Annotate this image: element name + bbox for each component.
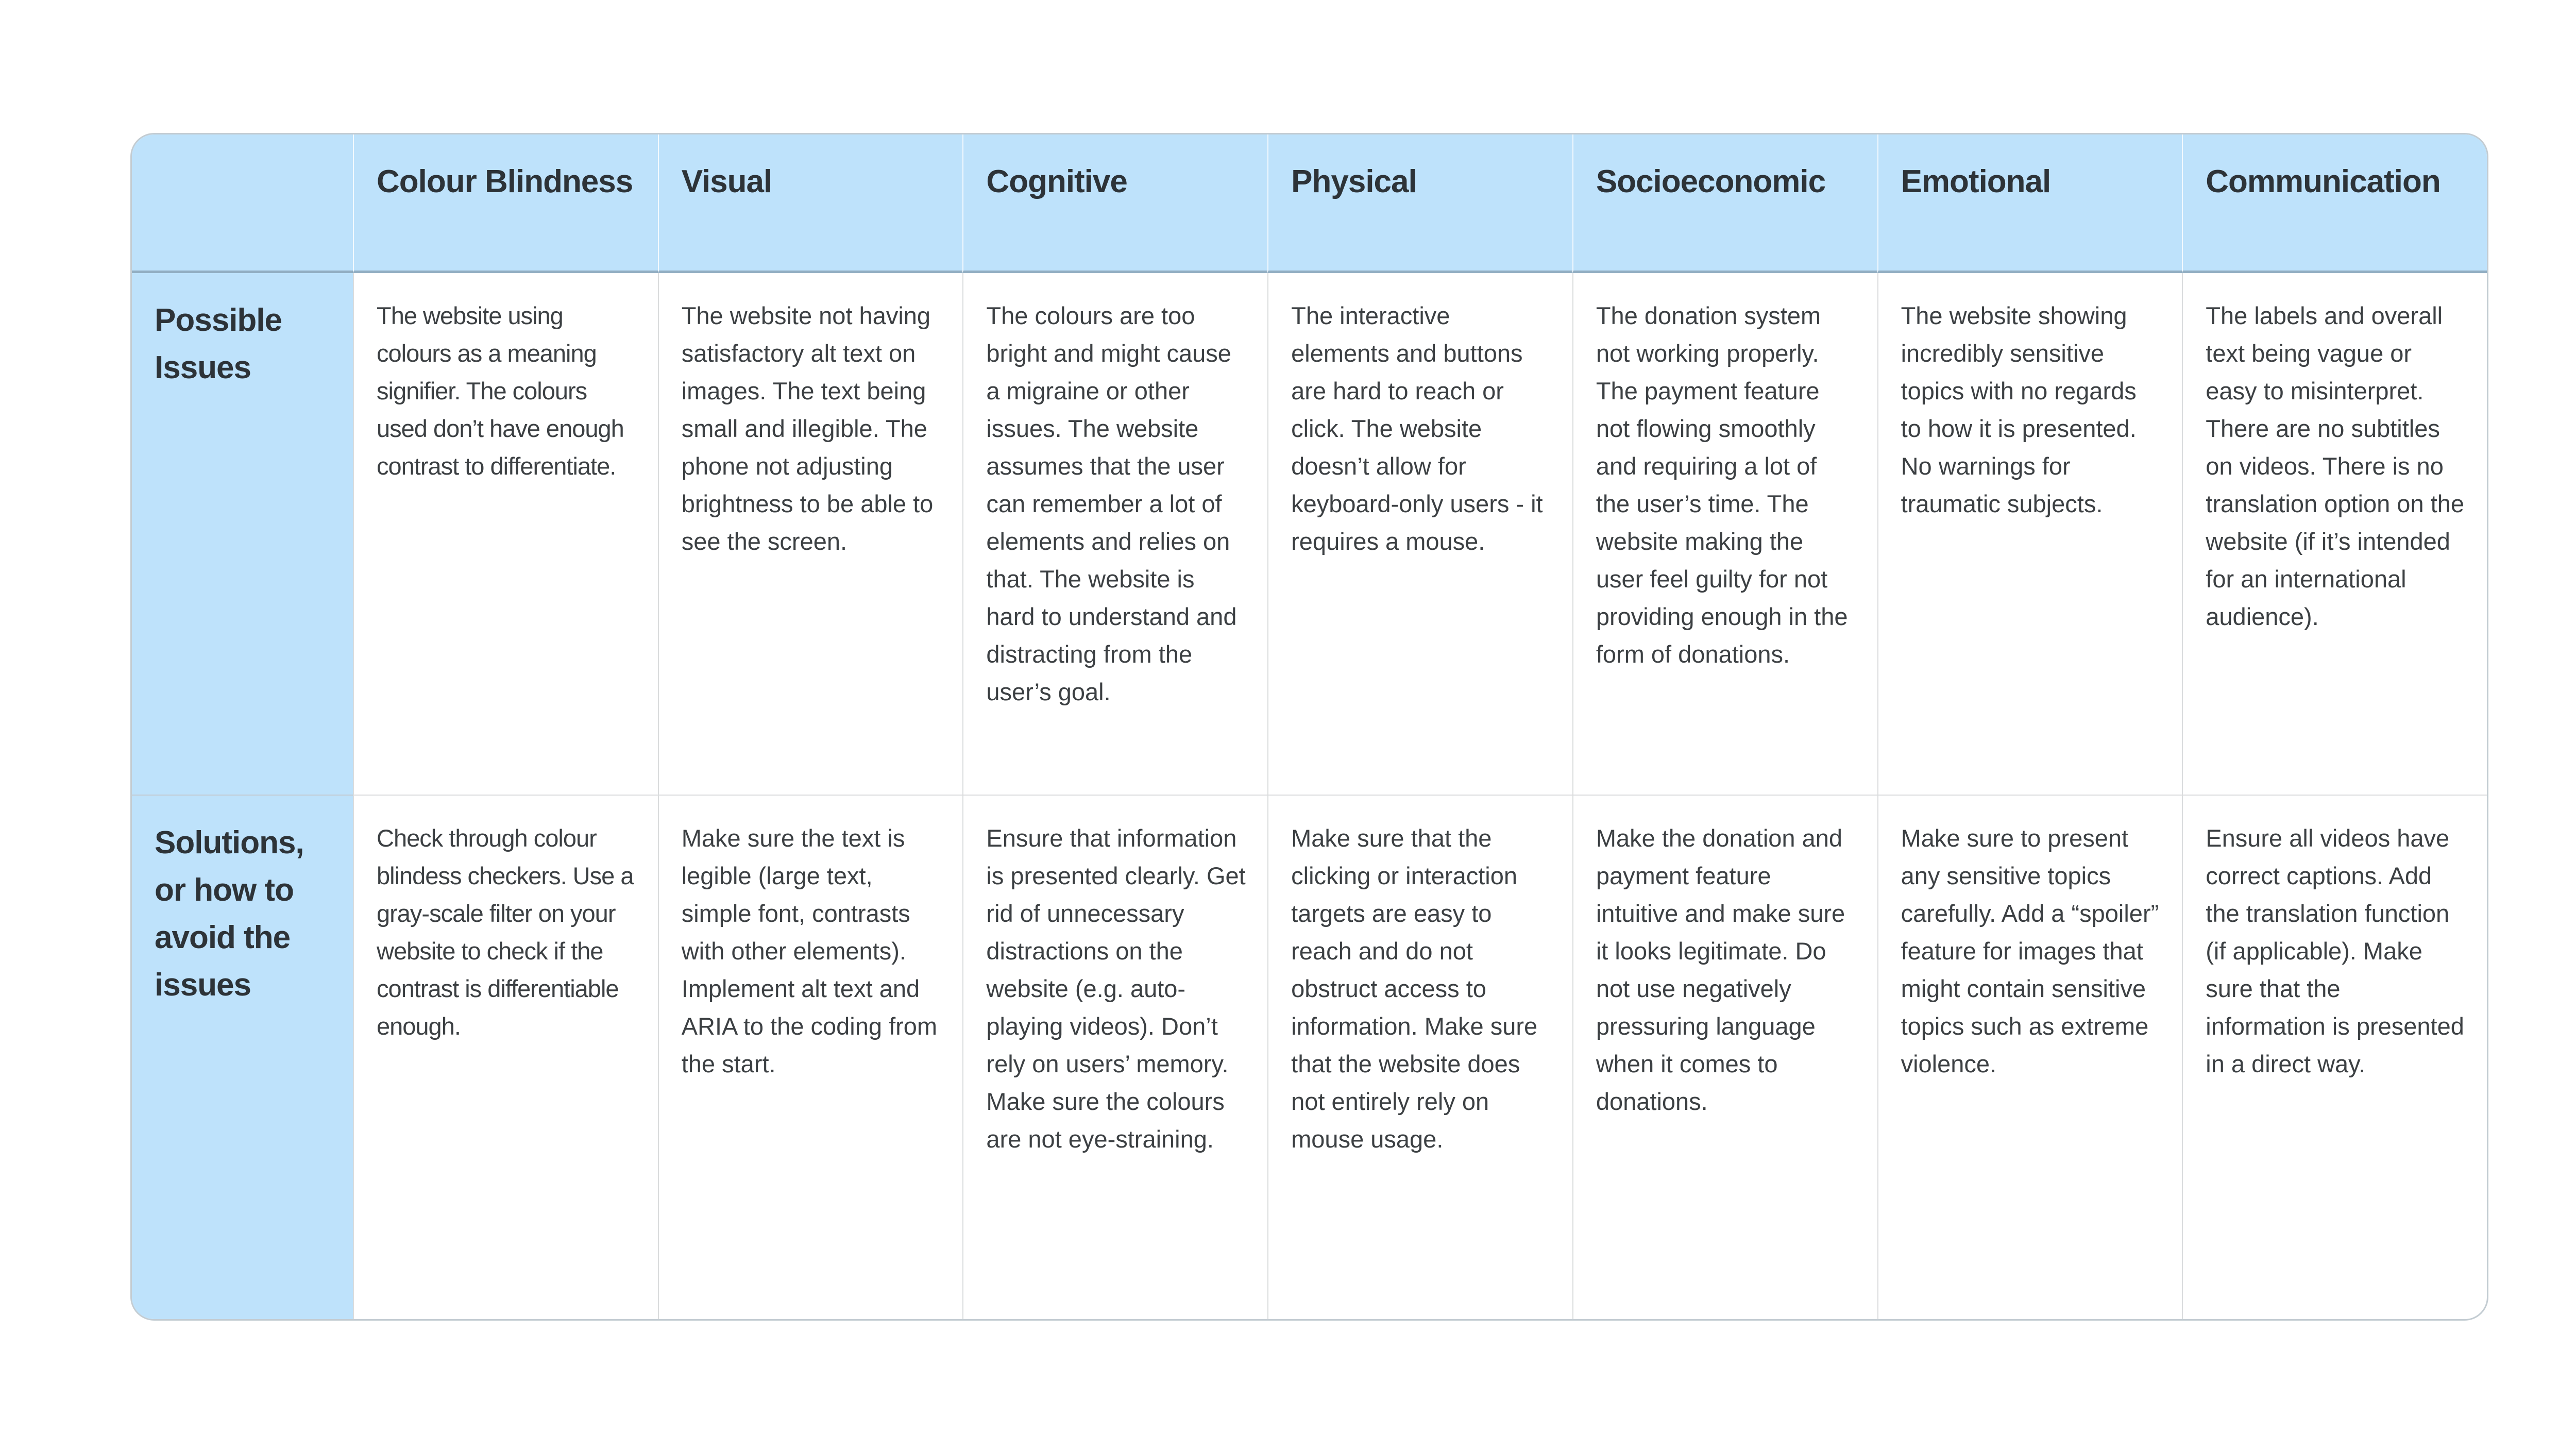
- accessibility-issues-table: Colour Blindness Visual Cognitive Physic…: [130, 133, 2488, 1321]
- row-label-possible-issues: Possible Issues: [132, 273, 353, 795]
- header-corner-cell: [132, 134, 353, 273]
- header-cell-emotional: Emotional: [1877, 134, 2182, 273]
- row-label-solutions: Solutions, or how to avoid the issues: [132, 795, 353, 1319]
- cell-issues-visual: The website not having satisfactory alt …: [657, 273, 963, 795]
- cell-issues-emotional: The website showing incredibly sensitive…: [1877, 273, 2182, 795]
- cell-issues-physical: The interactive elements and buttons are…: [1267, 273, 1572, 795]
- cell-solutions-emotional: Make sure to present any sensitive topic…: [1877, 795, 2182, 1319]
- cell-solutions-colour-blindness: Check through colour blindess checkers. …: [353, 795, 658, 1319]
- cell-issues-socioeconomic: The donation system not working properly…: [1572, 273, 1877, 795]
- header-cell-visual: Visual: [657, 134, 963, 273]
- cell-solutions-physical: Make sure that the clicking or interacti…: [1267, 795, 1572, 1319]
- cell-solutions-communication: Ensure all videos have correct captions.…: [2182, 795, 2487, 1319]
- header-cell-socioeconomic: Socioeconomic: [1572, 134, 1877, 273]
- cell-issues-colour-blindness: The website using colours as a meaning s…: [353, 273, 658, 795]
- header-cell-colour-blindness: Colour Blindness: [353, 134, 658, 273]
- cell-solutions-visual: Make sure the text is legible (large tex…: [657, 795, 963, 1319]
- cell-issues-cognitive: The colours are too bright and might cau…: [962, 273, 1267, 795]
- cell-issues-communication: The labels and overall text being vague …: [2182, 273, 2487, 795]
- header-cell-physical: Physical: [1267, 134, 1572, 273]
- cell-solutions-cognitive: Ensure that information is presented cle…: [962, 795, 1268, 1319]
- header-cell-communication: Communication: [2182, 134, 2487, 273]
- header-cell-cognitive: Cognitive: [962, 134, 1268, 273]
- cell-solutions-socioeconomic: Make the donation and payment feature in…: [1572, 795, 1877, 1319]
